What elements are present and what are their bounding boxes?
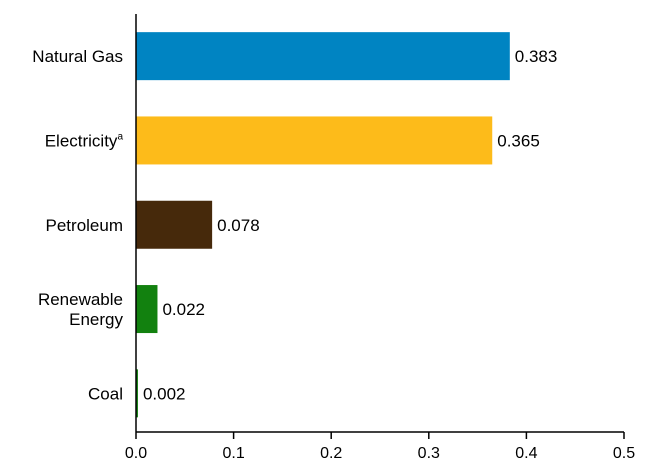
category-label-line: Coal <box>88 384 123 403</box>
bar-renewable-energy <box>136 285 158 334</box>
bar-coal <box>136 369 138 418</box>
value-label-coal: 0.002 <box>143 384 186 403</box>
bar-electricity <box>136 116 493 165</box>
category-label-superscript: a <box>117 131 123 142</box>
category-label-line: Natural Gas <box>32 47 123 66</box>
category-label-electricity: Electricitya <box>45 131 124 150</box>
category-label-petroleum: Petroleum <box>46 216 123 235</box>
bar-petroleum <box>136 200 213 249</box>
x-tick-label: 0.1 <box>222 445 244 462</box>
category-label-line: Energy <box>69 310 123 329</box>
value-label-natural-gas: 0.383 <box>515 47 558 66</box>
category-label-renewable-energy: Renewable Energy <box>38 290 124 329</box>
value-label-electricity: 0.365 <box>497 131 540 150</box>
value-label-petroleum: 0.078 <box>217 216 260 235</box>
category-label-line: Electricity <box>45 131 118 150</box>
x-tick-label: 0.3 <box>418 445 440 462</box>
category-labels-layer: Natural Gas Electricitya Petroleum Renewabl… <box>32 47 123 403</box>
bars-layer: 0.383 0.365 0.078 0.022 0.002 <box>136 32 558 418</box>
value-label-renewable-energy: 0.022 <box>162 300 205 319</box>
x-ticks-layer: 0.0 0.1 0.2 0.3 0.4 0.5 <box>125 432 635 462</box>
category-label-natural-gas: Natural Gas <box>32 47 123 66</box>
x-tick-label: 0.4 <box>515 445 537 462</box>
x-tick-label: 0.5 <box>613 445 635 462</box>
x-tick-label: 0.2 <box>320 445 342 462</box>
category-label-line: Renewable <box>38 290 123 309</box>
category-label-line: Petroleum <box>46 216 123 235</box>
bar-natural-gas <box>136 32 510 81</box>
x-tick-label: 0.0 <box>125 445 147 462</box>
category-label-coal: Coal <box>88 384 123 403</box>
axes-layer <box>135 14 624 433</box>
